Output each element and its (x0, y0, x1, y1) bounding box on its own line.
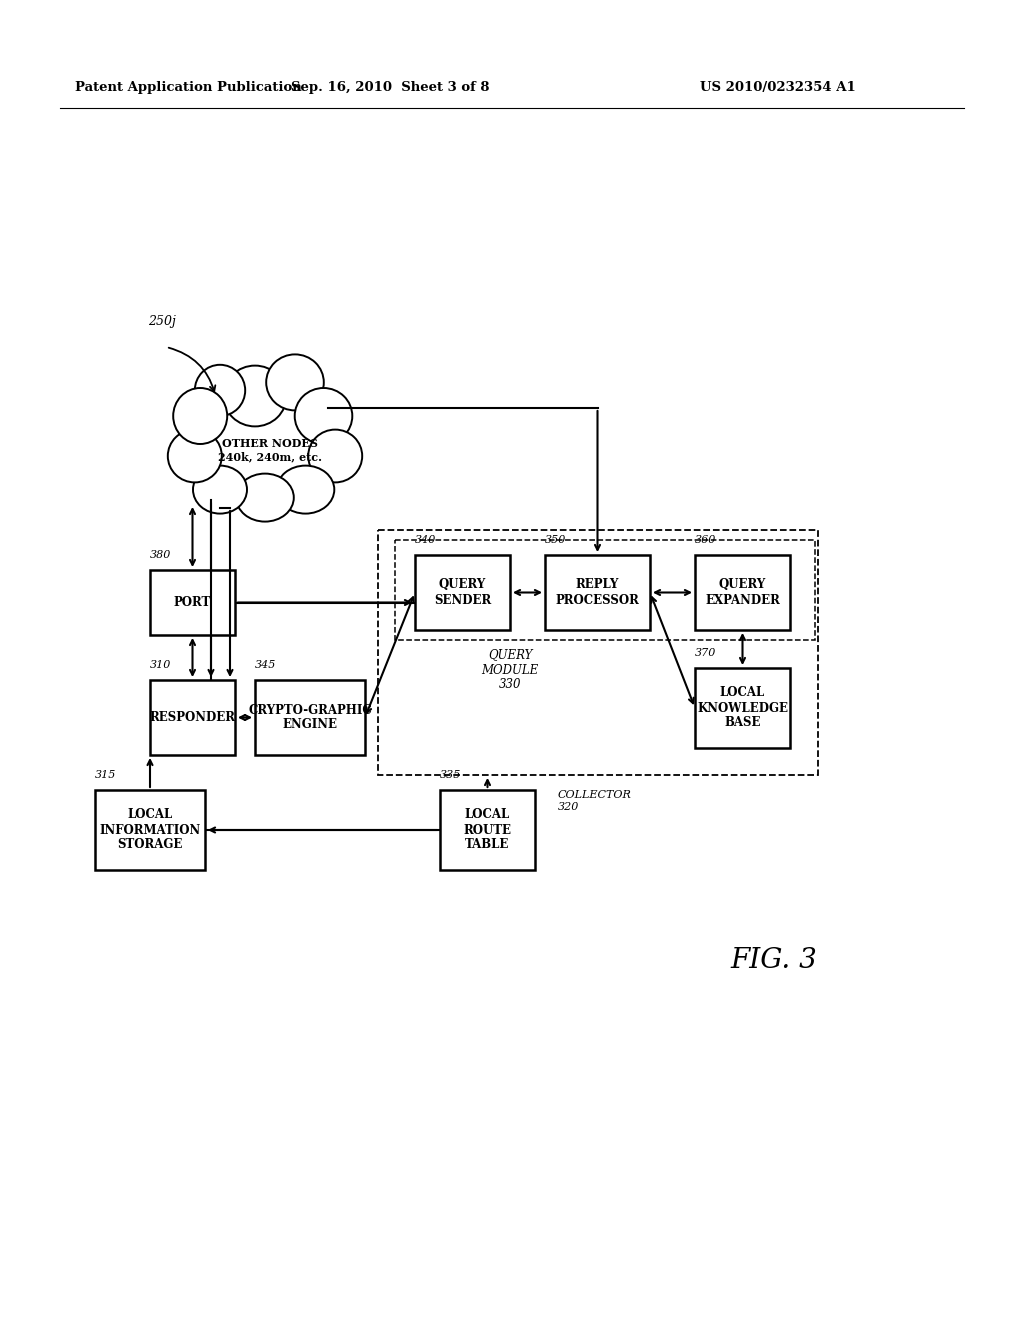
Bar (440, 789, 535, 870)
Text: FIG. 3: FIG. 3 (730, 946, 817, 974)
Bar (378, 531, 818, 775)
Text: CRYPTO-GRAPHIC
ENGINE: CRYPTO-GRAPHIC ENGINE (248, 704, 372, 731)
Text: REPLY
PROCESSOR: REPLY PROCESSOR (556, 578, 639, 606)
Ellipse shape (188, 380, 341, 500)
Bar (545, 554, 650, 630)
Ellipse shape (195, 364, 245, 416)
Bar (415, 554, 510, 630)
Ellipse shape (193, 466, 247, 513)
Ellipse shape (168, 429, 222, 482)
Ellipse shape (308, 429, 362, 482)
Text: Patent Application Publication: Patent Application Publication (75, 82, 302, 95)
Text: Sep. 16, 2010  Sheet 3 of 8: Sep. 16, 2010 Sheet 3 of 8 (291, 82, 489, 95)
Text: 350: 350 (545, 535, 566, 545)
Bar (695, 668, 790, 748)
Text: LOCAL
INFORMATION
STORAGE: LOCAL INFORMATION STORAGE (99, 808, 201, 851)
Text: PORT: PORT (174, 597, 211, 609)
Text: RESPONDER: RESPONDER (150, 711, 236, 723)
Ellipse shape (266, 354, 324, 411)
Bar (150, 680, 234, 755)
Text: 250j: 250j (148, 315, 176, 327)
Text: QUERY
SENDER: QUERY SENDER (434, 578, 492, 606)
Bar (150, 570, 234, 635)
Bar (95, 789, 205, 870)
Text: 360: 360 (695, 535, 717, 545)
Text: 370: 370 (695, 648, 717, 657)
Text: COLLECTOR
320: COLLECTOR 320 (558, 789, 632, 812)
Text: 315: 315 (95, 770, 117, 780)
Text: 335: 335 (440, 770, 462, 780)
Text: LOCAL
ROUTE
TABLE: LOCAL ROUTE TABLE (464, 808, 512, 851)
Text: 340: 340 (415, 535, 436, 545)
Bar (255, 680, 365, 755)
Ellipse shape (237, 474, 294, 521)
Bar (395, 540, 815, 640)
Ellipse shape (295, 388, 352, 444)
Text: LOCAL
KNOWLEDGE
BASE: LOCAL KNOWLEDGE BASE (697, 686, 788, 730)
Text: 310: 310 (150, 660, 171, 671)
Text: QUERY
EXPANDER: QUERY EXPANDER (706, 578, 780, 606)
Text: OTHER NODES
240k, 240m, etc.: OTHER NODES 240k, 240m, etc. (218, 438, 322, 462)
Text: US 2010/0232354 A1: US 2010/0232354 A1 (700, 82, 856, 95)
Ellipse shape (173, 388, 227, 444)
Text: QUERY
MODULE
330: QUERY MODULE 330 (481, 648, 539, 692)
Text: 380: 380 (150, 550, 171, 560)
Bar (695, 554, 790, 630)
Ellipse shape (276, 466, 334, 513)
Ellipse shape (223, 366, 287, 426)
Text: 345: 345 (255, 660, 276, 671)
